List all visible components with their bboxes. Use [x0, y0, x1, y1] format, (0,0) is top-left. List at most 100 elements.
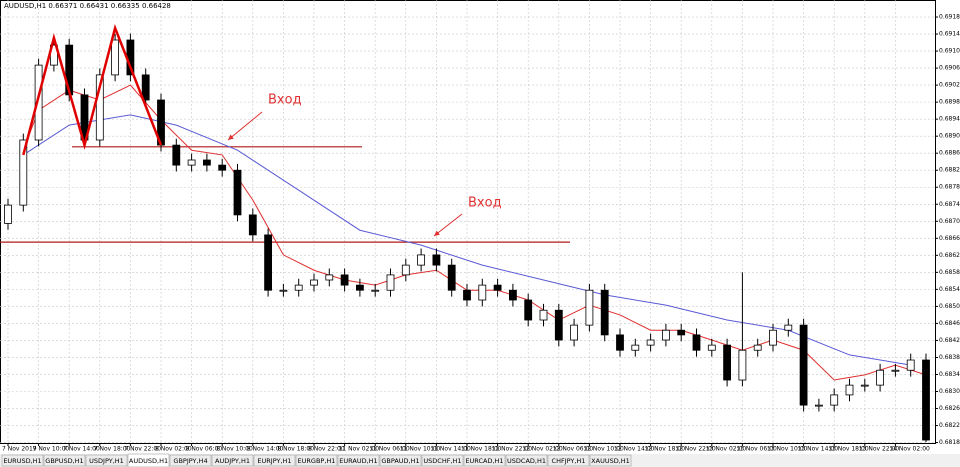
candle-body [95, 74, 104, 141]
candle-body [325, 274, 334, 281]
x-tick-label: 11 Nov 22:00 [492, 446, 533, 453]
x-tick-label: 12 Nov 22:00 [675, 446, 716, 453]
tab[interactable] [85, 454, 128, 467]
annotation-arrowhead [434, 230, 440, 236]
tab-label[interactable]: AUDUSD,H1 [129, 457, 168, 465]
y-tick-label: 0.69185 [939, 14, 960, 21]
y-tick-label: 0.68985 [939, 99, 960, 106]
plot-frame [0, 0, 936, 444]
y-tick-label: 0.68745 [939, 201, 960, 208]
x-tick-label: 8 Nov 06:00 [186, 446, 223, 453]
x-tick-label: 13 Nov 14:00 [798, 446, 839, 453]
tab[interactable] [505, 454, 548, 467]
y-tick-label: 0.68785 [939, 184, 960, 191]
candle-body [815, 404, 823, 407]
tab-label[interactable]: USDJPY,H1 [89, 457, 124, 465]
tab[interactable] [379, 454, 422, 467]
candle-body [692, 334, 701, 351]
tab-label[interactable]: EURUSD,H1 [3, 457, 41, 465]
tab-label[interactable]: EURGBP,H1 [298, 457, 336, 465]
x-tick-label: 7 Nov 2019 [2, 446, 37, 453]
x-tick-label: 13 Nov 06:00 [736, 446, 777, 453]
y-tick-label: 0.68825 [939, 167, 960, 174]
candle-body [141, 74, 150, 101]
candle-body [524, 299, 533, 321]
tab-label[interactable]: USDCAD,H1 [507, 457, 546, 465]
candle-body [799, 324, 808, 406]
y-tick-label: 0.68585 [939, 269, 960, 276]
x-tick-label: 13 Nov 10:00 [767, 446, 808, 453]
annotation-arrow [433, 213, 463, 237]
x-tick-label: 8 Nov 22:00 [308, 446, 345, 453]
candle-body [508, 289, 517, 301]
candle-body [386, 274, 395, 291]
x-tick-label: 11 Nov 02:00 [339, 446, 380, 453]
tab[interactable] [169, 454, 212, 467]
x-tick-label: 12 Nov 14:00 [614, 446, 655, 453]
candle-body [340, 274, 349, 286]
candle-body [784, 324, 793, 331]
candle-body [172, 144, 181, 166]
tab[interactable] [211, 454, 254, 467]
candle-body [707, 344, 716, 351]
x-tick-label: 11 Nov 06:00 [369, 446, 410, 453]
y-tick-label: 0.68385 [939, 354, 960, 361]
tab-label[interactable]: GBPUSD,H1 [45, 457, 83, 465]
tab-label[interactable]: AUDJPY,H1 [215, 457, 250, 465]
y-tick-label: 0.68945 [939, 116, 960, 123]
y-tick-label: 0.68625 [939, 252, 960, 259]
candle-body [447, 264, 456, 291]
tab[interactable] [421, 454, 464, 467]
tab[interactable] [127, 453, 170, 467]
tab[interactable] [295, 454, 338, 467]
candle-body [830, 394, 839, 406]
tab-label[interactable]: XAUUSD,H1 [591, 457, 630, 465]
tab[interactable] [547, 454, 590, 467]
tab[interactable] [337, 454, 380, 467]
tab-label[interactable]: EURJPY,H1 [257, 457, 291, 465]
y-tick-label: 0.68425 [939, 337, 960, 344]
x-tick-label: 11 Nov 10:00 [400, 446, 441, 453]
tab[interactable] [589, 454, 632, 467]
tab-label[interactable]: GBPAUD,H1 [381, 457, 419, 465]
x-tick-label: 8 Nov 18:00 [277, 446, 314, 453]
candle-body [111, 39, 119, 76]
tab-label[interactable]: USDCHF,H1 [423, 457, 461, 465]
x-tick-label: 8 Nov 02:00 [155, 446, 192, 453]
chart-header: AUDUSD,H1 0.66371 0.66431 0.66335 0.6642… [4, 2, 171, 10]
moving-average [23, 114, 911, 366]
candle-body [922, 359, 930, 441]
y-tick-label: 0.68665 [939, 235, 960, 242]
candle-body [662, 329, 670, 341]
tab[interactable] [1, 454, 44, 467]
x-tick-label: 12 Nov 18:00 [645, 446, 686, 453]
tab[interactable] [43, 454, 86, 467]
tab[interactable] [253, 454, 296, 467]
x-tick-label: 12 Nov 02:00 [522, 446, 563, 453]
candle-body [876, 369, 884, 386]
x-tick-label: 8 Nov 14:00 [247, 446, 284, 453]
candle-body [585, 289, 594, 326]
x-tick-label: 7 Nov 22:00 [124, 446, 161, 453]
annotation: Вход [468, 196, 502, 211]
candle-body [631, 344, 640, 351]
tab-label[interactable]: CHFJPY,H1 [552, 457, 586, 465]
x-tick-label: 7 Nov 14:00 [63, 446, 100, 453]
candle-body [218, 164, 227, 171]
candle-body [677, 329, 686, 336]
x-tick-label: 11 Nov 18:00 [461, 446, 502, 453]
x-tick-label: 11 Nov 14:00 [430, 446, 471, 453]
tab-label[interactable]: EURAUD,H1 [339, 457, 377, 465]
candle-body [80, 94, 89, 141]
tab-label[interactable]: GBPJPY,H4 [173, 457, 207, 465]
tab[interactable] [463, 454, 506, 467]
candle-body [34, 64, 43, 141]
candle-body [906, 359, 915, 371]
candle-body [570, 324, 578, 341]
candle-body [371, 289, 380, 292]
candle-body [891, 369, 900, 372]
tab-label[interactable]: EURCAD,H1 [465, 457, 503, 465]
candle-body [753, 344, 762, 351]
